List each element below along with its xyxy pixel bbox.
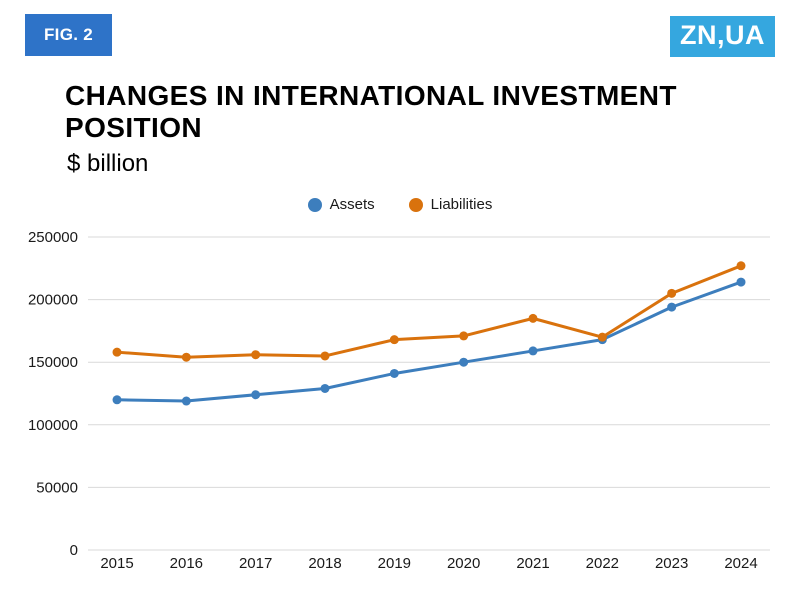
- y-tick-label: 250000: [28, 229, 78, 246]
- chart-subtitle: $ billion: [67, 150, 149, 177]
- data-point-liabilities: [320, 351, 330, 361]
- data-point-assets: [667, 302, 677, 312]
- data-point-assets: [736, 277, 746, 287]
- figure-number-badge: FIG. 2: [25, 14, 113, 56]
- data-point-liabilities: [736, 261, 746, 271]
- data-point-liabilities: [389, 335, 399, 345]
- x-tick-label: 2020: [447, 555, 480, 572]
- x-tick-label: 2019: [378, 555, 411, 572]
- x-tick-label: 2015: [100, 555, 133, 572]
- data-point-assets: [181, 396, 191, 406]
- y-tick-label: 150000: [28, 354, 78, 371]
- data-point-liabilities: [528, 313, 538, 323]
- series-line-assets: [115, 280, 743, 403]
- data-point-liabilities: [667, 288, 677, 298]
- data-point-assets: [320, 383, 330, 393]
- data-point-liabilities: [112, 347, 122, 357]
- assets-legend-dot-icon: [307, 197, 322, 212]
- x-tick-label: 2021: [516, 555, 549, 572]
- legend-label-liabilities: Liabilities: [430, 196, 493, 213]
- x-tick-label: 2016: [170, 555, 203, 572]
- data-point-assets: [459, 357, 469, 367]
- data-point-liabilities: [459, 331, 469, 341]
- data-point-assets: [389, 368, 399, 378]
- line-chart: 0 50000 100000 150000 200000 250000 2015 2016 20…: [28, 229, 770, 572]
- x-tick-label: 2024: [724, 555, 757, 572]
- zn-ua-logo: ZN,UA: [670, 16, 775, 57]
- x-tick-label: 2017: [239, 555, 272, 572]
- data-point-liabilities: [181, 352, 191, 362]
- x-tick-label: 2018: [308, 555, 341, 572]
- legend-item-assets: Assets: [307, 196, 375, 213]
- chart-title-line2: POSITION: [65, 112, 202, 144]
- x-tick-label: 2022: [586, 555, 619, 572]
- y-tick-label: 50000: [36, 479, 78, 496]
- y-tick-label: 200000: [28, 292, 78, 309]
- y-tick-label: 100000: [28, 417, 78, 434]
- data-point-assets: [528, 346, 538, 356]
- chart-legend: Assets Liabilities: [0, 196, 800, 213]
- data-point-assets: [251, 390, 261, 400]
- legend-item-liabilities: Liabilities: [408, 196, 493, 213]
- data-point-liabilities: [251, 350, 261, 360]
- y-tick-label: 0: [70, 542, 78, 559]
- data-point-assets: [112, 395, 122, 405]
- legend-label-assets: Assets: [329, 196, 375, 213]
- chart-title: CHANGES IN INTERNATIONAL INVESTMENT POSI…: [65, 80, 677, 144]
- data-point-liabilities: [597, 332, 607, 342]
- x-tick-label: 2023: [655, 555, 688, 572]
- series-line-liabilities: [115, 264, 743, 359]
- chart-title-line1: CHANGES IN INTERNATIONAL INVESTMENT: [65, 80, 677, 111]
- liabilities-legend-dot-icon: [408, 197, 423, 212]
